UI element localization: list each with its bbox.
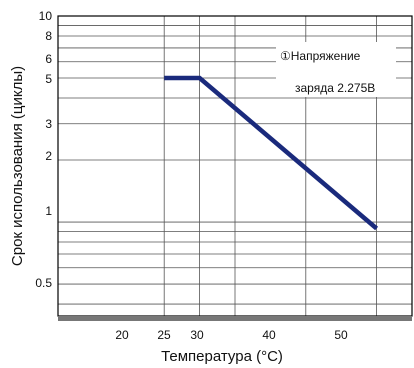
x-axis-title: Температура (°C)	[161, 348, 283, 365]
annotation-box	[276, 42, 396, 97]
y-tick-label: 2	[45, 149, 52, 163]
series-line	[164, 75, 379, 231]
y-tick-label: 1	[45, 204, 52, 218]
y-tick-label: 10	[39, 9, 53, 23]
x-tick-label: 40	[262, 328, 276, 342]
x-tick-label: 25	[157, 328, 171, 342]
x-axis-band	[58, 316, 412, 321]
annotation-line-2: заряда 2.275В	[295, 81, 375, 95]
x-tick-labels: 20 25 30 40 50	[115, 328, 348, 342]
y-tick-label: 3	[45, 117, 52, 131]
y-tick-labels: 10 8 6 5 3 2 1 0.5	[35, 9, 52, 290]
y-tick-label: 6	[45, 52, 52, 66]
horizontal-gridlines	[58, 15, 412, 305]
series-group	[164, 75, 379, 231]
x-tick-label: 30	[190, 328, 204, 342]
y-tick-label: 5	[45, 72, 52, 86]
y-tick-label: 0.5	[35, 276, 52, 290]
annotation-line-1: ①Напряжение	[280, 49, 361, 63]
x-tick-label: 50	[334, 328, 348, 342]
y-tick-label: 8	[45, 29, 52, 43]
x-tick-label: 20	[115, 328, 129, 342]
y-axis-title: Срок использования (циклы)	[9, 66, 26, 266]
grid	[58, 15, 412, 316]
